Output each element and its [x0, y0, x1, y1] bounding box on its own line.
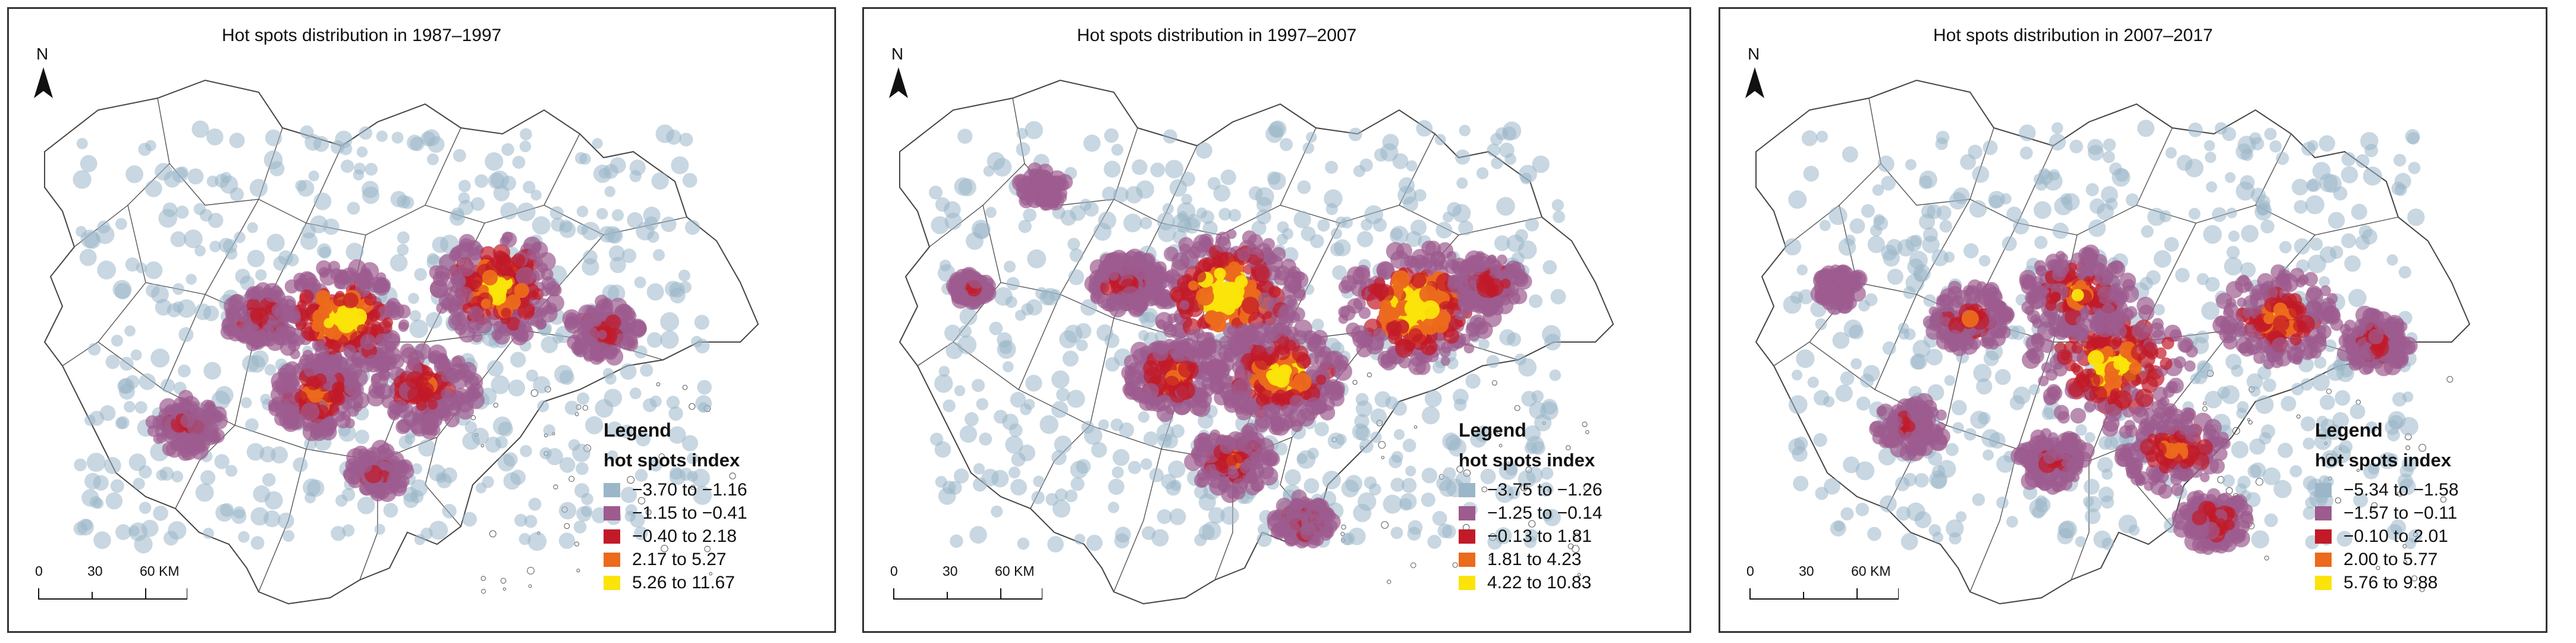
legend-item: 1.81 to 4.23: [1459, 548, 1603, 571]
legend-label: −3.70 to −1.16: [632, 479, 747, 500]
legend-item: 2.00 to 5.77: [2315, 548, 2459, 571]
map-panel-2007-2017: Hot spots distribution in 2007–2017 N Le…: [1719, 7, 2547, 633]
legend-label: −0.13 to 1.81: [1487, 526, 1592, 546]
legend-label: −1.25 to −0.14: [1487, 503, 1603, 523]
legend-item: −1.15 to −0.41: [604, 501, 747, 525]
legend-subtitle: hot spots index: [2315, 450, 2452, 471]
legend-swatch: [2315, 552, 2332, 567]
legend-item: 2.17 to 5.27: [604, 548, 747, 571]
scale-label-30: 30: [1799, 563, 1814, 579]
legend-swatch: [1459, 482, 1475, 497]
north-arrow-icon: [1745, 67, 1764, 98]
legend-item: −0.40 to 2.18: [604, 525, 747, 548]
legend-item: 4.22 to 10.83: [1459, 571, 1603, 594]
north-arrow-icon: [889, 67, 908, 98]
scale-bar-line: [38, 588, 187, 600]
north-label: N: [891, 45, 904, 63]
legend-item: −0.10 to 2.01: [2315, 525, 2459, 548]
north-arrow: N: [30, 45, 66, 104]
legend-swatch: [2315, 482, 2332, 497]
north-label: N: [1748, 45, 1760, 63]
legend-title: Legend: [604, 419, 671, 441]
map-canvas: [1755, 79, 2471, 605]
legend-swatch: [604, 506, 620, 520]
scale-label-0: 0: [35, 563, 43, 579]
legend-label: −0.10 to 2.01: [2343, 526, 2448, 546]
legend-label: 2.17 to 5.27: [632, 549, 727, 569]
legend-subtitle: hot spots index: [1459, 450, 1595, 471]
scale-label-60: 60 KM: [995, 563, 1035, 579]
north-label: N: [36, 45, 49, 63]
hot-spots-layer: [1783, 120, 2425, 556]
map-panel-1997-2007: Hot spots distribution in 1997–2007 N Le…: [862, 7, 1691, 633]
legend-item: −1.57 to −0.11: [2315, 501, 2459, 525]
scale-bar: 0 30 60 KM: [33, 563, 187, 605]
legend-swatch: [604, 552, 620, 567]
scale-label-30: 30: [943, 563, 958, 579]
legend-item: 5.26 to 11.67: [604, 571, 747, 594]
legend-label: −1.57 to −0.11: [2343, 503, 2458, 523]
scale-bar: 0 30 60 KM: [888, 563, 1042, 605]
scale-bar: 0 30 60 KM: [1744, 563, 1899, 605]
legend-swatch: [2315, 575, 2332, 590]
scale-label-60: 60 KM: [140, 563, 180, 579]
legend-label: 4.22 to 10.83: [1487, 572, 1592, 592]
legend-title: Legend: [2315, 419, 2383, 441]
legend-swatch: [1459, 575, 1475, 590]
hot-spots-layer: [73, 120, 712, 554]
legend-label: 2.00 to 5.77: [2343, 549, 2438, 569]
legend-swatch: [1459, 552, 1475, 567]
legend: Legend hot spots index −5.34 to −1.58 −1…: [2315, 419, 2459, 594]
map-canvas: [43, 79, 759, 605]
scale-label-30: 30: [87, 563, 103, 579]
legend: Legend hot spots index −3.75 to −1.26 −1…: [1459, 419, 1603, 594]
legend-swatch: [1459, 506, 1475, 520]
map-canvas: [899, 79, 1614, 605]
map-title: Hot spots distribution in 1997–2007: [1077, 26, 1357, 45]
legend-label: −5.34 to −1.58: [2343, 479, 2459, 500]
legend-swatch: [604, 575, 620, 590]
legend-swatch: [1459, 529, 1475, 544]
hot-spots-layer: [929, 120, 1566, 553]
map-title: Hot spots distribution in 2007–2017: [1933, 26, 2213, 45]
north-arrow: N: [1742, 45, 1777, 104]
legend-title: Legend: [1459, 419, 1526, 441]
scale-label-60: 60 KM: [1851, 563, 1891, 579]
north-arrow: N: [885, 45, 921, 104]
legend-label: 1.81 to 4.23: [1487, 549, 1582, 569]
scale-bar-line: [1749, 588, 1899, 600]
legend-item: −5.34 to −1.58: [2315, 478, 2459, 501]
legend-label: 5.26 to 11.67: [632, 572, 735, 592]
legend-label: −0.40 to 2.18: [632, 526, 737, 546]
legend-label: −1.15 to −0.41: [632, 503, 747, 523]
legend-swatch: [2315, 506, 2332, 520]
legend-label: 5.76 to 9.88: [2343, 572, 2438, 592]
legend-item: 5.76 to 9.88: [2315, 571, 2459, 594]
scale-bar-line: [893, 588, 1042, 600]
map-panel-1987-1997: Hot spots distribution in 1987–1997 N Le…: [7, 7, 836, 633]
scale-label-0: 0: [890, 563, 898, 579]
legend-subtitle: hot spots index: [604, 450, 740, 471]
legend-swatch: [604, 529, 620, 544]
legend-item: −1.25 to −0.14: [1459, 501, 1603, 525]
legend: Legend hot spots index −3.70 to −1.16 −1…: [604, 419, 747, 594]
legend-item: −0.13 to 1.81: [1459, 525, 1603, 548]
north-arrow-icon: [34, 67, 53, 98]
scale-label-0: 0: [1746, 563, 1754, 579]
legend-swatch: [2315, 529, 2332, 544]
legend-item: −3.75 to −1.26: [1459, 478, 1603, 501]
legend-item: −3.70 to −1.16: [604, 478, 747, 501]
legend-label: −3.75 to −1.26: [1487, 479, 1603, 500]
legend-swatch: [604, 482, 620, 497]
map-title: Hot spots distribution in 1987–1997: [222, 26, 502, 45]
